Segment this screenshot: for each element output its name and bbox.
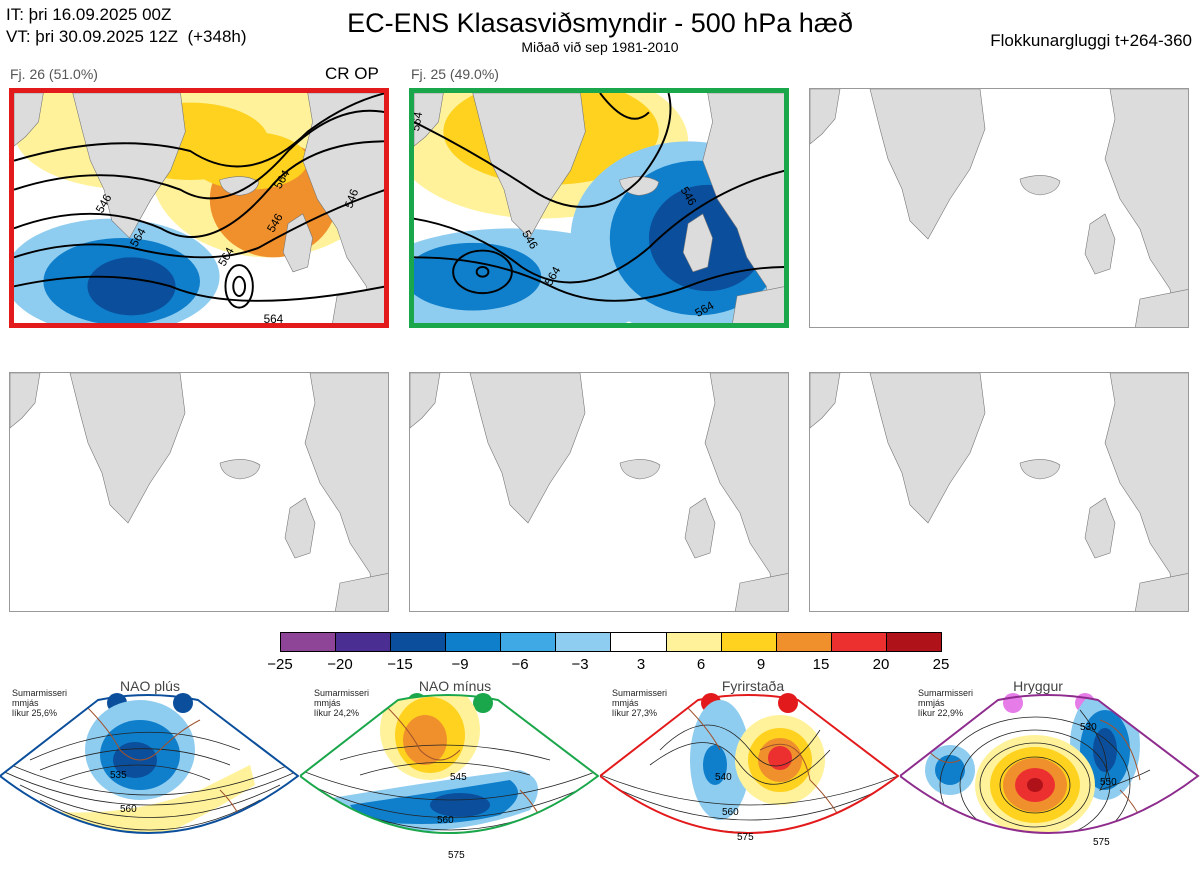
regime-2-name: NAO mínus xyxy=(418,678,492,694)
contour-label: 575 xyxy=(1093,837,1110,848)
panel-2-label: Fj. 25 (49.0%) xyxy=(411,66,499,82)
contour-label: 530 xyxy=(1080,722,1097,733)
cluster-2-map: 546 564 546 564 564 xyxy=(414,93,784,323)
colorbar-tick: −9 xyxy=(451,656,469,673)
cluster-panel-1: 546 546 564 564 564 564 546 xyxy=(9,88,389,328)
colorbar-tick: 9 xyxy=(756,656,766,673)
colorbar-tick: −15 xyxy=(387,656,413,673)
contour-label: 575 xyxy=(448,850,465,861)
regime-4-name: Hryggur xyxy=(1013,678,1063,694)
colorbar-tick: 25 xyxy=(932,656,950,673)
contour-label: 540 xyxy=(715,772,732,783)
header-times: IT: þri 16.09.2025 00Z VT: þri 30.09.2025… xyxy=(6,4,247,48)
empty-panel-6 xyxy=(809,372,1189,612)
colorbar-swatch xyxy=(886,633,941,651)
colorbar-swatch xyxy=(721,633,777,651)
panel-1-tag: CR OP xyxy=(325,64,379,83)
classification-window: Flokkunargluggi t+264-360 xyxy=(990,31,1192,50)
empty-panel-5 xyxy=(409,372,789,612)
colorbar-swatch xyxy=(611,633,667,651)
page-title: EC-ENS Klasasviðsmyndir - 500 hPa hæð xyxy=(347,8,853,38)
contour-label: 545 xyxy=(450,772,467,783)
colorbar-tick: 20 xyxy=(872,656,890,673)
regime-4-info: Sumarmisseri mmjás líkur 22,9% xyxy=(918,688,974,718)
contour-label: 560 xyxy=(437,815,454,826)
regime-1-map: 535 560 xyxy=(0,694,300,834)
contour-label: 564 xyxy=(264,313,284,325)
colorbar-swatch xyxy=(556,633,612,651)
contour-label: 560 xyxy=(120,804,137,815)
colorbar-tick: −6 xyxy=(511,656,529,673)
contour-label: 564 xyxy=(414,110,425,132)
regime-1-info: Sumarmisseri mmjás líkur 25,6% xyxy=(12,688,68,718)
page-subtitle: Miðað við sep 1981-2010 xyxy=(521,39,679,55)
cluster-1-map: 546 546 564 564 564 564 546 xyxy=(14,93,384,325)
valid-time: VT: þri 30.09.2025 12Z (+348h) xyxy=(6,27,247,46)
colorbar-swatch xyxy=(666,633,722,651)
regime-2-info: Sumarmisseri mmjás líkur 24,2% xyxy=(314,688,370,718)
contour-label: 550 xyxy=(1100,777,1117,788)
colorbar-swatch xyxy=(336,633,392,651)
colorbar-swatch xyxy=(831,633,887,651)
regime-4-map: 530 550 575 xyxy=(900,694,1200,848)
colorbar-tick: −25 xyxy=(267,656,293,673)
regime-2-map: 545 560 575 xyxy=(300,694,600,861)
colorbar-tick: 15 xyxy=(812,656,830,673)
contour-label: 535 xyxy=(110,770,127,781)
contour-label: 575 xyxy=(737,832,754,843)
colorbar-swatch xyxy=(391,633,447,651)
panel-1-label: Fj. 26 (51.0%) xyxy=(10,66,98,82)
cluster-panel-2: 546 564 546 564 564 xyxy=(409,88,789,328)
colorbar-swatch xyxy=(501,633,557,651)
regime-3-info: Sumarmisseri mmjás líkur 27,3% xyxy=(612,688,668,718)
regime-3-name: Fyrirstaða xyxy=(721,678,785,694)
contour-label: 546 xyxy=(342,187,361,210)
colorbar-swatch xyxy=(776,633,832,651)
colorbar xyxy=(280,632,942,652)
init-time: IT: þri 16.09.2025 00Z xyxy=(6,5,172,24)
empty-panel-3 xyxy=(809,88,1189,328)
colorbar-swatch xyxy=(281,633,337,651)
colorbar-tick: 3 xyxy=(636,656,646,673)
colorbar-tick: −3 xyxy=(571,656,589,673)
contour-label: 560 xyxy=(722,807,739,818)
colorbar-swatch xyxy=(446,633,502,651)
colorbar-tick: 6 xyxy=(696,656,706,673)
regime-3-map: 540 560 575 xyxy=(600,694,900,843)
regime-1-name: NAO plús xyxy=(120,678,180,694)
empty-panel-4 xyxy=(9,372,389,612)
colorbar-tick: −20 xyxy=(327,656,353,673)
